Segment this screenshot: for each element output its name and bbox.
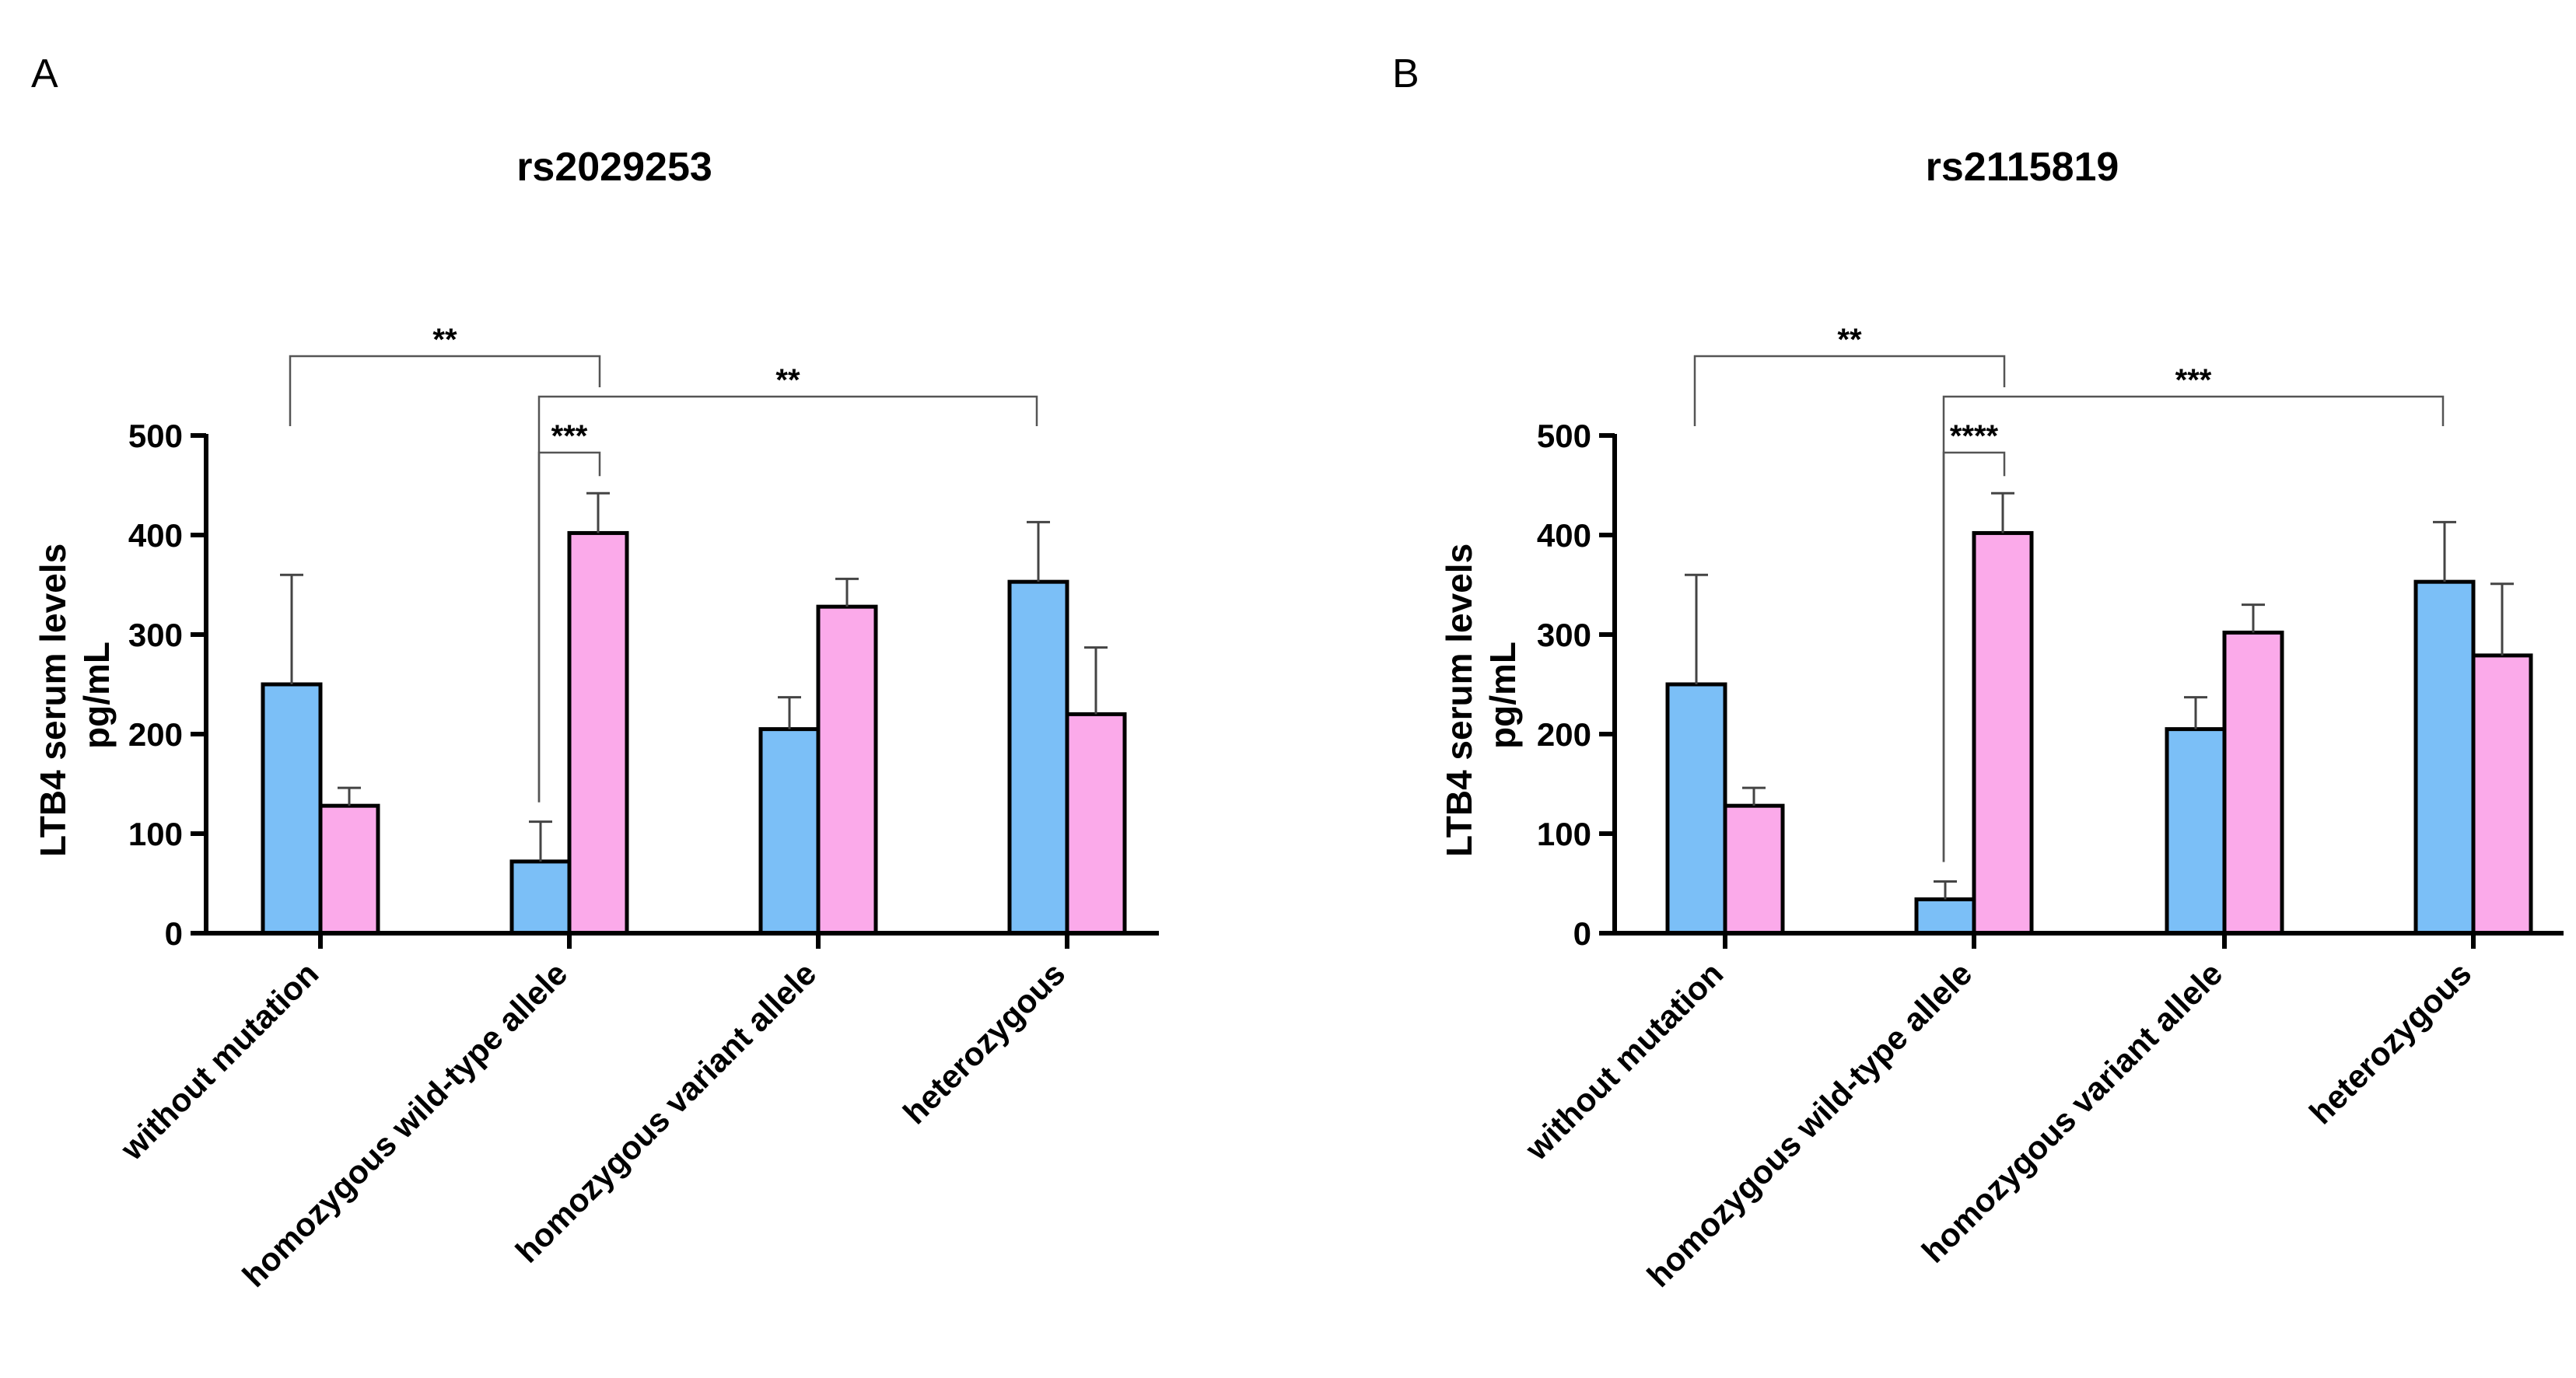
- x-tick-label: without mutation: [113, 955, 325, 1167]
- y-tick-label: 400: [1537, 517, 1591, 554]
- significance-label: ***: [551, 419, 588, 453]
- y-axis-label-line2: pg/mL: [1482, 642, 1523, 749]
- significance-label: **: [775, 363, 800, 397]
- bar-series-1: [2413, 579, 2476, 936]
- panel-letter: A: [31, 51, 58, 96]
- significance-bracket: [537, 451, 601, 803]
- y-tick-label: 300: [128, 617, 183, 653]
- bar-series-2: [1065, 712, 1127, 936]
- bar-series-2: [1972, 530, 2034, 936]
- chart-title: rs2029253: [516, 145, 712, 190]
- y-tick-label: 0: [1573, 915, 1591, 952]
- y-tick-label: 200: [1537, 716, 1591, 753]
- significance-label: ***: [2175, 363, 2212, 397]
- panel-b: B rs2115819 LTB4 serum levels pg/mL 0 100…: [1392, 51, 2564, 1294]
- x-tick-label: heterozygous: [2302, 955, 2478, 1131]
- y-axis-label-line1: LTB4 serum levels: [1439, 544, 1479, 857]
- x-tick-label: homozygous variant allele: [509, 955, 824, 1270]
- significance-label: **: [1837, 323, 1862, 357]
- y-tick-label: 400: [128, 517, 183, 554]
- bar-series-1: [1007, 579, 1069, 936]
- y-tick-label: 500: [128, 418, 183, 454]
- significance-bracket: [1693, 355, 2006, 426]
- chart-title: rs2115819: [1926, 145, 2119, 190]
- panel-letter: B: [1392, 51, 1419, 96]
- bar-series-2: [567, 530, 629, 936]
- x-tick-label: heterozygous: [896, 955, 1072, 1131]
- significance-label: **: [432, 323, 457, 357]
- bar-series-1: [758, 727, 821, 936]
- bar-series-1: [1914, 897, 1976, 936]
- bar-series-2: [1723, 803, 1785, 936]
- y-tick-label: 200: [128, 716, 183, 753]
- bar-series-1: [509, 859, 572, 936]
- bar-series-2: [2222, 630, 2284, 936]
- significance-label: ****: [1950, 419, 1999, 453]
- bar-series-2: [2471, 653, 2533, 936]
- significance-bracket: [1942, 451, 2006, 862]
- y-axis-label-line2: pg/mL: [76, 642, 117, 749]
- x-tick-label: without mutation: [1517, 955, 1730, 1167]
- y-axis-label-line1: LTB4 serum levels: [33, 544, 73, 857]
- y-tick-label: 100: [128, 816, 183, 852]
- bar-series-1: [261, 682, 323, 936]
- y-tick-label: 100: [1537, 816, 1591, 852]
- bar-series-1: [2165, 727, 2227, 936]
- bar-series-2: [816, 604, 878, 936]
- y-tick-label: 300: [1537, 617, 1591, 653]
- significance-bracket: [289, 355, 601, 426]
- bar-series-1: [1665, 682, 1727, 936]
- bar-series-2: [318, 803, 380, 936]
- y-axis-label: LTB4 serum levels pg/mL: [1439, 533, 1523, 857]
- y-axis-label: LTB4 serum levels pg/mL: [33, 533, 117, 857]
- x-tick-label: homozygous variant allele: [1915, 955, 2230, 1270]
- y-tick-label: 0: [165, 915, 183, 952]
- panel-a: A rs2029253 LTB4 serum levels pg/mL 0 100…: [31, 51, 1159, 1294]
- y-tick-label: 500: [1537, 418, 1591, 454]
